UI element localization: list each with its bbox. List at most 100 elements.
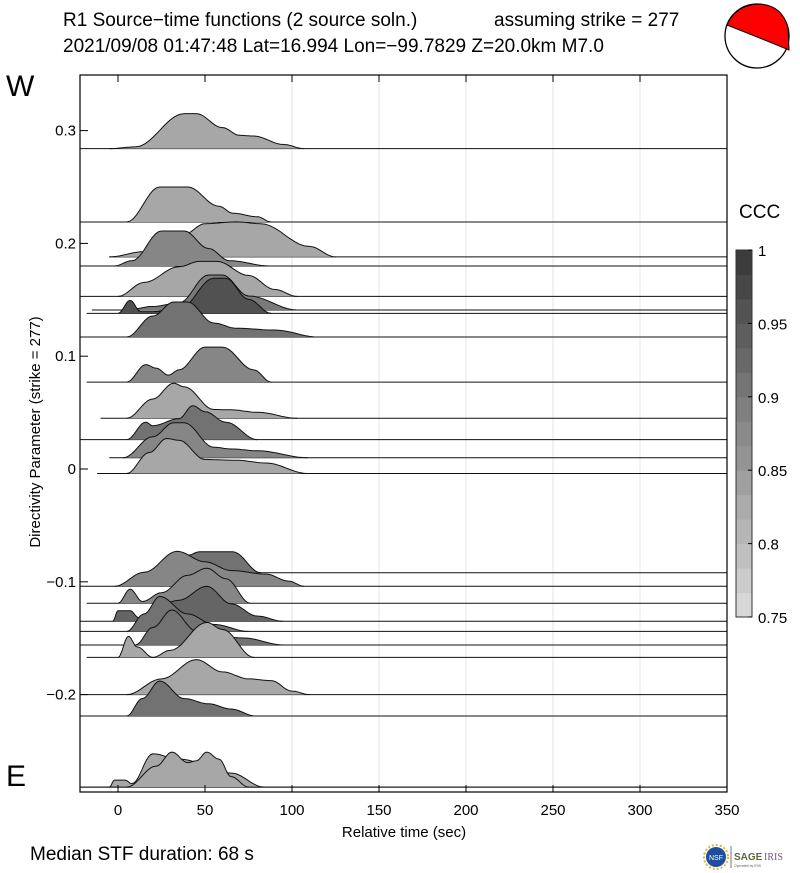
trace-outline bbox=[109, 113, 305, 150]
chart-title-strike: assuming strike = 277 bbox=[494, 10, 679, 31]
trace-fill bbox=[126, 752, 249, 788]
beachball-icon bbox=[724, 3, 790, 69]
trace-fill bbox=[126, 383, 298, 419]
grid-lines bbox=[291, 75, 641, 792]
colorbar-tick-label: 0.85 bbox=[758, 463, 787, 480]
y-tick-label: 0 bbox=[68, 461, 76, 478]
trace-fill bbox=[126, 659, 310, 695]
trace-fill bbox=[126, 302, 319, 337]
trace-outline bbox=[126, 186, 272, 223]
colorbar-step bbox=[736, 568, 752, 594]
trace-outline bbox=[114, 550, 305, 587]
trace-outline bbox=[117, 260, 298, 297]
trace-layer bbox=[79, 113, 727, 788]
trace-outline bbox=[126, 751, 249, 788]
colorbar-frame bbox=[735, 249, 753, 618]
svg-text:NSF: NSF bbox=[709, 855, 723, 862]
trace-fill bbox=[118, 278, 272, 314]
stf-trace bbox=[79, 659, 727, 696]
east-label: E bbox=[6, 760, 26, 793]
colorbar-step bbox=[736, 372, 752, 398]
y-tick-label: 0.1 bbox=[55, 348, 76, 365]
y-tick-label: −0.2 bbox=[46, 687, 76, 704]
sage-iris-logo: NSF SAGE IRIS Operated by IRIS bbox=[703, 844, 783, 870]
stf-trace bbox=[86, 346, 727, 383]
y-tick-label: 0.2 bbox=[55, 235, 76, 252]
x-tick-label: 350 bbox=[714, 802, 739, 819]
svg-text:SAGE: SAGE bbox=[734, 852, 763, 863]
colorbar-tick-label: 0.8 bbox=[758, 537, 779, 554]
colorbar-step bbox=[736, 250, 752, 275]
colorbar-step bbox=[736, 298, 752, 324]
trace-outline bbox=[117, 621, 254, 658]
stf-trace bbox=[79, 113, 727, 150]
colorbar-step bbox=[736, 445, 752, 471]
colorbar-tick-label: 0.9 bbox=[758, 390, 779, 407]
colorbar-tick-label: 0.75 bbox=[758, 610, 787, 627]
stf-trace bbox=[97, 437, 727, 475]
stf-trace bbox=[79, 301, 727, 338]
trace-outline bbox=[126, 382, 298, 419]
trace-fill bbox=[109, 113, 305, 149]
trace-outline bbox=[126, 405, 258, 441]
chart-subtitle: 2021/09/08 01:47:48 Lat=16.994 Lon=−99.7… bbox=[63, 36, 604, 57]
colorbar-tick-label: 0.95 bbox=[758, 316, 787, 333]
colorbar-tick-label: 1 bbox=[758, 243, 766, 260]
stf-trace bbox=[164, 551, 727, 574]
trace-outline bbox=[126, 595, 249, 632]
colorbar-title: CCC bbox=[739, 202, 780, 223]
x-tick-label: 50 bbox=[197, 802, 214, 819]
y-axis: 0.3 0.2 0.1 0 −0.1 −0.2 bbox=[46, 123, 88, 704]
west-label: W bbox=[6, 70, 35, 103]
trace-outline bbox=[126, 274, 298, 311]
trace-fill bbox=[135, 610, 284, 645]
svg-text:Operated by IRIS: Operated by IRIS bbox=[734, 864, 762, 868]
trace-outline bbox=[112, 585, 284, 622]
chart-title: R1 Source−time functions (2 source soln.… bbox=[63, 10, 417, 31]
stf-trace bbox=[79, 186, 727, 223]
trace-fill bbox=[126, 681, 256, 716]
colorbar-step bbox=[736, 494, 752, 520]
stf-trace bbox=[86, 621, 727, 658]
plot-frame bbox=[79, 74, 728, 793]
colorbar: 1 0.95 0.9 0.85 0.8 0.75 bbox=[735, 243, 787, 627]
colorbar-step bbox=[736, 470, 752, 496]
x-tick-label: 300 bbox=[627, 802, 652, 819]
y-axis-label: Directivity Parameter (strike = 277) bbox=[27, 316, 44, 547]
y-tick-label: 0.3 bbox=[55, 123, 76, 140]
colorbar-step bbox=[736, 396, 752, 422]
trace-outline bbox=[126, 437, 308, 474]
stf-trace bbox=[79, 260, 727, 297]
trace-outline bbox=[123, 422, 308, 459]
colorbar-step bbox=[736, 323, 752, 349]
svg-text:IRIS: IRIS bbox=[764, 852, 783, 863]
trace-fill bbox=[126, 438, 308, 474]
stf-trace bbox=[79, 230, 727, 267]
trace-fill bbox=[126, 347, 272, 383]
colorbar-step bbox=[736, 543, 752, 569]
trace-fill bbox=[126, 405, 258, 440]
median-duration: Median STF duration: 68 s bbox=[30, 844, 254, 865]
stf-trace bbox=[79, 609, 727, 646]
x-tick-label: 200 bbox=[453, 802, 478, 819]
trace-outline bbox=[126, 301, 319, 338]
trace-outline bbox=[126, 680, 256, 717]
trace-outline bbox=[126, 346, 272, 383]
x-axis-label: Relative time (sec) bbox=[342, 824, 466, 841]
x-tick-label: 250 bbox=[540, 802, 565, 819]
x-axis: 0 50 100 150 200 250 300 350 bbox=[114, 75, 740, 819]
colorbar-step bbox=[736, 347, 752, 373]
trace-fill bbox=[114, 231, 270, 266]
colorbar-step bbox=[736, 421, 752, 447]
colorbar-step bbox=[736, 519, 752, 545]
x-tick-label: 150 bbox=[366, 802, 391, 819]
x-tick-label: 0 bbox=[114, 802, 122, 819]
colorbar-step bbox=[736, 274, 752, 300]
stf-trace bbox=[79, 680, 727, 717]
trace-outline bbox=[126, 659, 310, 696]
stf-trace bbox=[79, 751, 727, 788]
colorbar-step bbox=[736, 592, 752, 618]
trace-outline bbox=[117, 567, 251, 604]
y-tick-label: −0.1 bbox=[46, 574, 76, 591]
